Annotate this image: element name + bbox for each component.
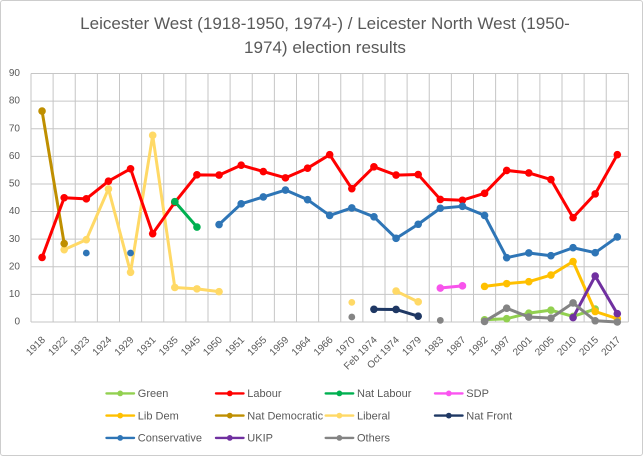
svg-text:Labour: Labour xyxy=(247,388,282,400)
svg-text:Green: Green xyxy=(138,388,169,400)
svg-text:80: 80 xyxy=(9,96,21,107)
svg-text:20: 20 xyxy=(9,261,21,272)
svg-text:Lib Dem: Lib Dem xyxy=(138,410,179,422)
svg-text:60: 60 xyxy=(9,151,21,162)
svg-text:70: 70 xyxy=(9,123,21,134)
svg-text:Liberal: Liberal xyxy=(357,410,390,422)
svg-text:50: 50 xyxy=(9,179,21,190)
svg-text:Nat Labour: Nat Labour xyxy=(357,388,412,400)
svg-text:Leicester West (1918-1950, 197: Leicester West (1918-1950, 1974-) / Leic… xyxy=(80,14,570,33)
svg-text:Others: Others xyxy=(357,433,391,445)
svg-text:1974) election results: 1974) election results xyxy=(244,38,406,57)
svg-text:UKIP: UKIP xyxy=(247,433,273,445)
svg-text:30: 30 xyxy=(9,234,21,245)
svg-text:Nat Democratic: Nat Democratic xyxy=(247,410,323,422)
svg-text:0: 0 xyxy=(14,317,20,328)
svg-text:Conservative: Conservative xyxy=(138,433,202,445)
svg-text:Nat Front: Nat Front xyxy=(466,410,512,422)
svg-text:90: 90 xyxy=(9,68,21,79)
svg-text:10: 10 xyxy=(9,289,21,300)
svg-text:40: 40 xyxy=(9,206,21,217)
svg-text:SDP: SDP xyxy=(466,388,489,400)
